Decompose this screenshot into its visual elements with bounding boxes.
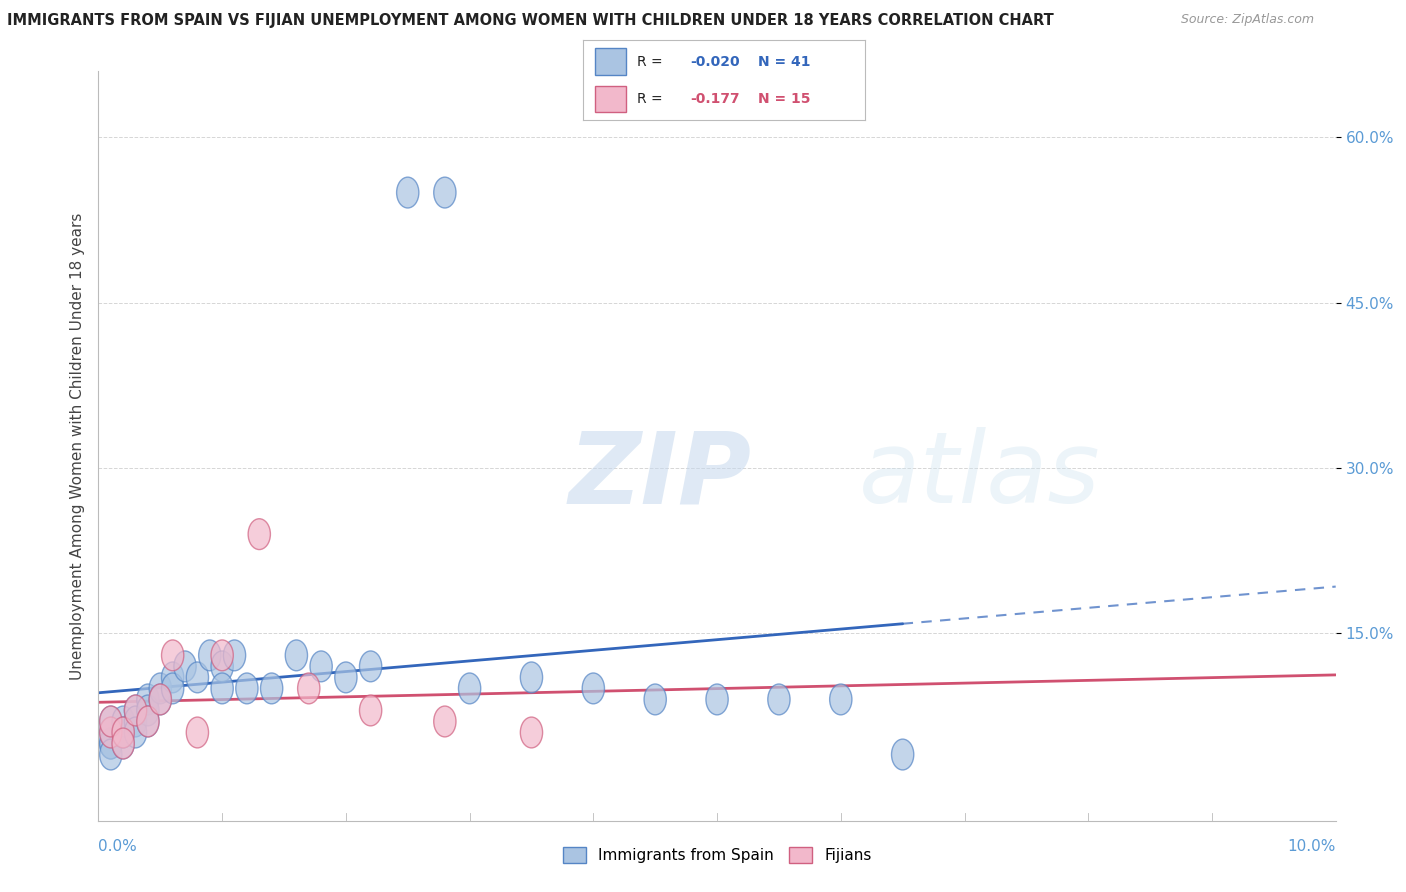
Text: N = 41: N = 41: [758, 54, 810, 69]
Ellipse shape: [830, 684, 852, 714]
Ellipse shape: [100, 706, 122, 737]
Text: 10.0%: 10.0%: [1288, 838, 1336, 854]
Ellipse shape: [149, 673, 172, 704]
Ellipse shape: [136, 706, 159, 737]
Ellipse shape: [433, 706, 456, 737]
Ellipse shape: [100, 739, 122, 770]
Ellipse shape: [112, 706, 135, 737]
Ellipse shape: [162, 640, 184, 671]
Ellipse shape: [100, 728, 122, 759]
Text: ZIP: ZIP: [568, 427, 752, 524]
FancyBboxPatch shape: [595, 48, 626, 75]
Text: Source: ZipAtlas.com: Source: ZipAtlas.com: [1181, 13, 1315, 27]
Ellipse shape: [149, 684, 172, 714]
Ellipse shape: [100, 717, 122, 747]
Text: IMMIGRANTS FROM SPAIN VS FIJIAN UNEMPLOYMENT AMONG WOMEN WITH CHILDREN UNDER 18 : IMMIGRANTS FROM SPAIN VS FIJIAN UNEMPLOY…: [7, 13, 1053, 29]
Ellipse shape: [520, 662, 543, 693]
Ellipse shape: [136, 706, 159, 737]
Ellipse shape: [112, 717, 135, 747]
Text: -0.020: -0.020: [690, 54, 740, 69]
Ellipse shape: [186, 662, 208, 693]
Ellipse shape: [198, 640, 221, 671]
Text: atlas: atlas: [859, 427, 1101, 524]
Ellipse shape: [582, 673, 605, 704]
Ellipse shape: [211, 640, 233, 671]
Text: N = 15: N = 15: [758, 92, 810, 106]
Ellipse shape: [136, 684, 159, 714]
Ellipse shape: [211, 673, 233, 704]
Ellipse shape: [211, 651, 233, 681]
Ellipse shape: [112, 728, 135, 759]
Ellipse shape: [124, 695, 146, 726]
Ellipse shape: [112, 728, 135, 759]
Ellipse shape: [100, 728, 122, 759]
Ellipse shape: [236, 673, 259, 704]
Text: R =: R =: [637, 54, 666, 69]
Ellipse shape: [520, 717, 543, 747]
Ellipse shape: [174, 651, 197, 681]
Ellipse shape: [124, 717, 146, 747]
Legend: Immigrants from Spain, Fijians: Immigrants from Spain, Fijians: [557, 841, 877, 869]
Ellipse shape: [224, 640, 246, 671]
Ellipse shape: [186, 717, 208, 747]
Ellipse shape: [162, 662, 184, 693]
Ellipse shape: [247, 519, 270, 549]
Ellipse shape: [891, 739, 914, 770]
Ellipse shape: [644, 684, 666, 714]
Text: -0.177: -0.177: [690, 92, 740, 106]
Ellipse shape: [360, 651, 382, 681]
Y-axis label: Unemployment Among Women with Children Under 18 years: Unemployment Among Women with Children U…: [69, 212, 84, 680]
Ellipse shape: [433, 178, 456, 208]
Ellipse shape: [124, 695, 146, 726]
Ellipse shape: [298, 673, 321, 704]
Ellipse shape: [162, 673, 184, 704]
Ellipse shape: [100, 706, 122, 737]
Text: R =: R =: [637, 92, 666, 106]
Ellipse shape: [309, 651, 332, 681]
Ellipse shape: [112, 717, 135, 747]
Text: 0.0%: 0.0%: [98, 838, 138, 854]
Ellipse shape: [458, 673, 481, 704]
Ellipse shape: [768, 684, 790, 714]
Ellipse shape: [360, 695, 382, 726]
Ellipse shape: [396, 178, 419, 208]
Ellipse shape: [149, 684, 172, 714]
Ellipse shape: [285, 640, 308, 671]
Ellipse shape: [706, 684, 728, 714]
Ellipse shape: [100, 717, 122, 747]
FancyBboxPatch shape: [595, 86, 626, 112]
Ellipse shape: [335, 662, 357, 693]
Ellipse shape: [112, 717, 135, 747]
Ellipse shape: [136, 695, 159, 726]
Ellipse shape: [124, 706, 146, 737]
Ellipse shape: [260, 673, 283, 704]
